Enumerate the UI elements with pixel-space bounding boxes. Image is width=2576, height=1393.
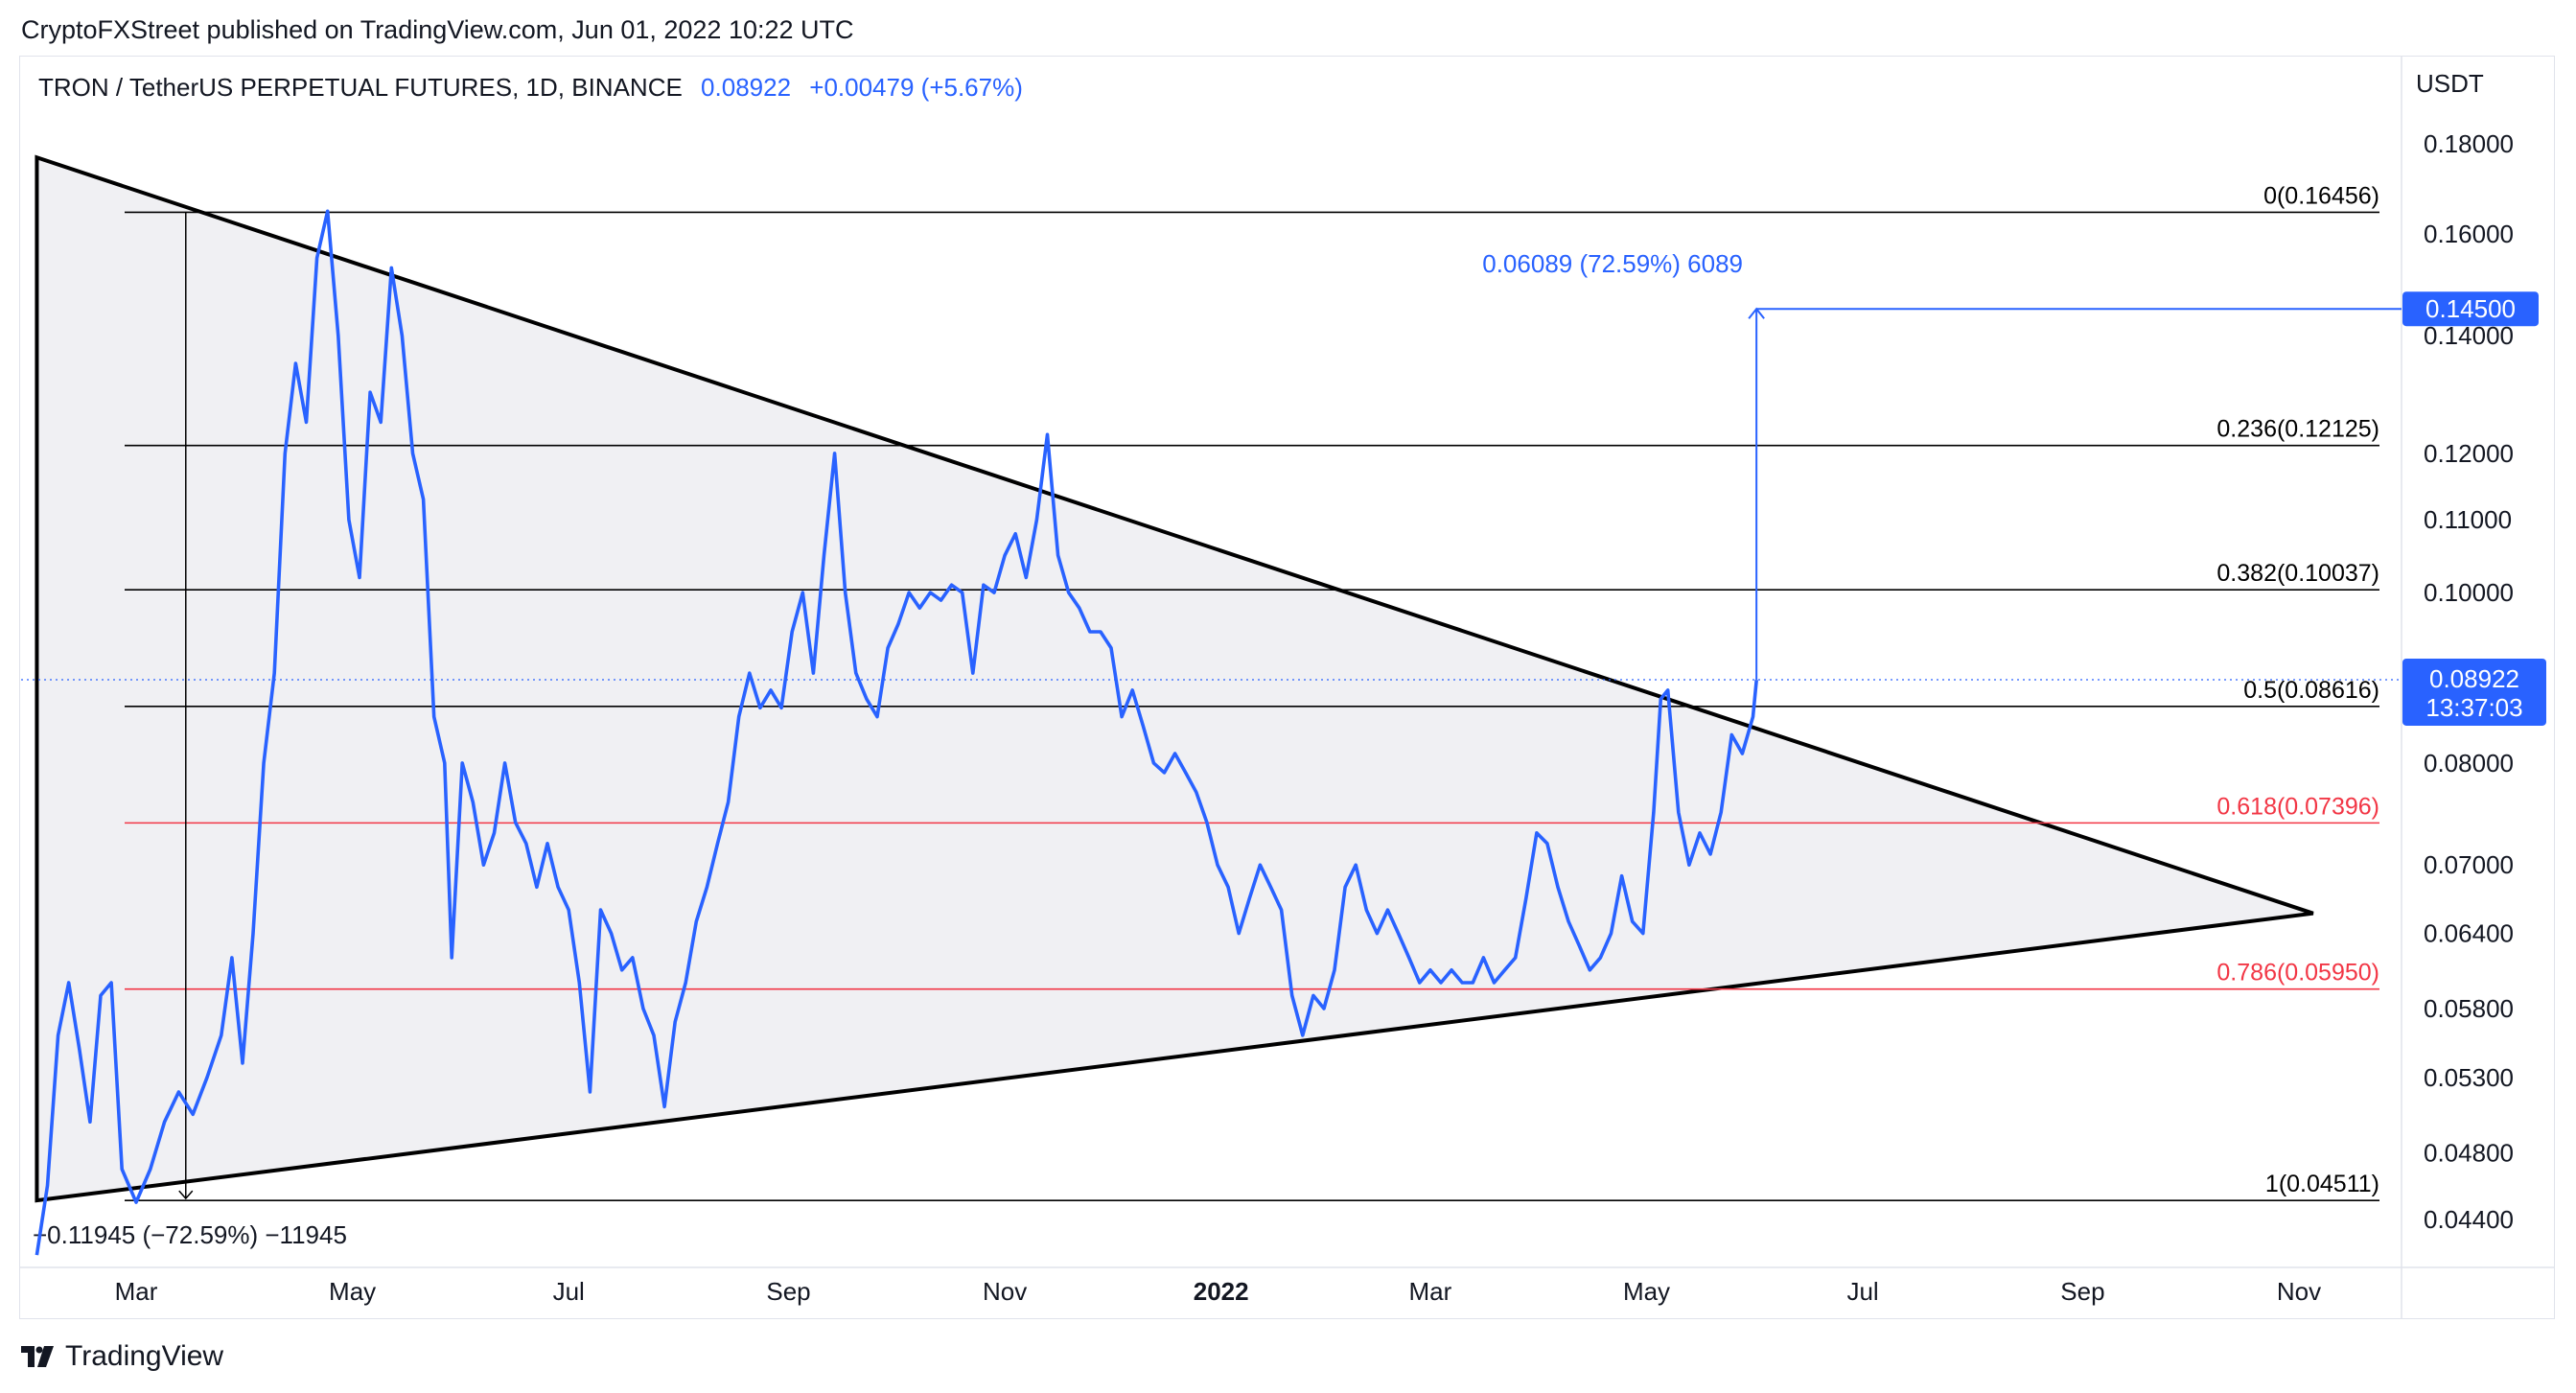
last-price-value: 0.08922: [701, 73, 792, 102]
x-axis-tick-label: May: [329, 1277, 376, 1306]
last-price-badge: [2402, 658, 2546, 726]
fib-level-label: 0.786(0.05950): [2216, 960, 2379, 987]
y-axis-tick-label: 0.05800: [2424, 994, 2514, 1023]
fib-level-label: 0.618(0.07396): [2216, 793, 2379, 820]
measure-down-arrowhead: [178, 1190, 194, 1200]
target-price-badge: [2402, 291, 2539, 327]
x-axis-tick-label: Jul: [553, 1277, 585, 1306]
countdown-label: 13:37:03: [2425, 693, 2522, 722]
x-axis-tick-label: Nov: [983, 1277, 1027, 1306]
x-axis-tick-label: Sep: [766, 1277, 810, 1306]
x-axis-tick-label: May: [1623, 1277, 1670, 1306]
y-axis-tick-label: 0.08000: [2424, 749, 2514, 778]
publisher-line: CryptoFXStreet published on TradingView.…: [21, 15, 854, 44]
y-axis-tick-label: 0.06400: [2424, 919, 2514, 948]
measure-down-label: −0.11945 (−72.59%) −11945: [33, 1220, 347, 1249]
y-axis-tick-label: 0.16000: [2424, 220, 2514, 248]
tradingview-logo[interactable]: TradingView: [21, 1340, 223, 1373]
x-axis-tick-label: Mar: [115, 1277, 158, 1306]
symmetrical-triangle[interactable]: [35, 154, 2314, 1203]
symbol-legend: TRON / TetherUS PERPETUAL FUTURES, 1D, B…: [38, 73, 1023, 103]
y-axis-tick-label: 0.18000: [2424, 129, 2514, 158]
fib-level-label: 0(0.16456): [2263, 182, 2379, 209]
x-axis-tick-label: Sep: [2060, 1277, 2104, 1306]
measure-up-arrowhead: [1748, 307, 1765, 319]
price-change: +0.00479 (+5.67%): [809, 73, 1023, 102]
last-price-badge-label: 0.08922: [2429, 664, 2519, 693]
fib-level-label: 0.382(0.10037): [2216, 560, 2379, 587]
x-axis-tick-label: Jul: [1846, 1277, 1878, 1306]
y-axis-tick-label: 0.10000: [2424, 578, 2514, 607]
y-axis-tick-label: 0.04400: [2424, 1205, 2514, 1234]
y-axis-tick-label: 0.11000: [2424, 505, 2512, 534]
fib-level-label: 0.236(0.12125): [2216, 416, 2379, 443]
target-price-badge-label: 0.14500: [2425, 294, 2516, 323]
tradingview-icon: [21, 1346, 54, 1367]
brand-name: TradingView: [65, 1340, 224, 1372]
y-axis-tick-label: 0.12000: [2424, 439, 2514, 468]
symbol-name[interactable]: TRON / TetherUS PERPETUAL FUTURES, 1D, B…: [38, 73, 683, 102]
y-axis-unit: USDT: [2416, 69, 2484, 98]
y-axis-tick-label: 0.05300: [2424, 1063, 2514, 1092]
x-axis-tick-label: Nov: [2277, 1277, 2321, 1306]
measure-up-label: 0.06089 (72.59%) 6089: [1482, 249, 1743, 278]
x-axis-tick-label: Mar: [1409, 1277, 1452, 1306]
price-series-line[interactable]: [35, 209, 1758, 1256]
x-axis-tick-label: 2022: [1194, 1277, 1249, 1306]
fib-level-label: 1(0.04511): [2265, 1171, 2379, 1197]
chart-frame: [19, 56, 2555, 1319]
y-axis-tick-label: 0.04800: [2424, 1139, 2514, 1168]
fib-level-label: 0.5(0.08616): [2243, 677, 2379, 704]
y-axis-tick-label: 0.07000: [2424, 850, 2514, 879]
